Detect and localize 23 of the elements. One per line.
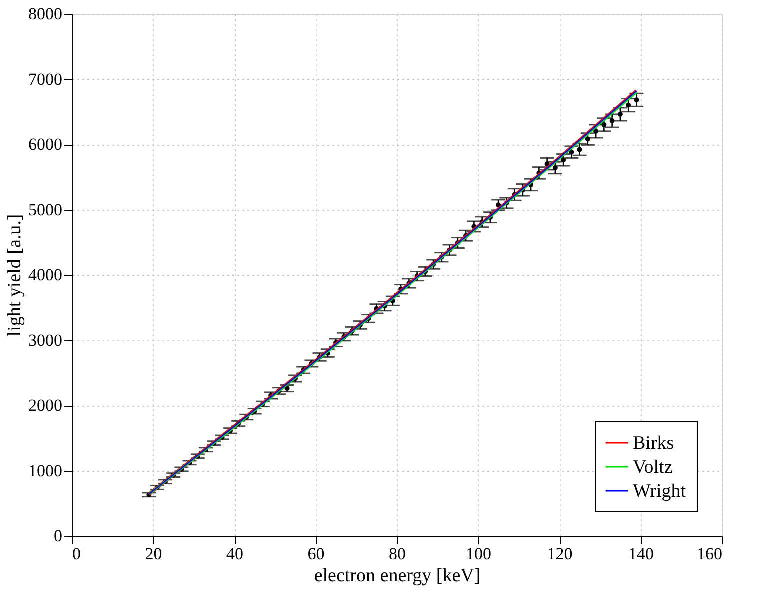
y-tick-label: 4000: [28, 266, 62, 284]
x-tick-label: 120: [547, 544, 573, 564]
legend-label: Voltz: [633, 457, 673, 478]
y-tick-label: 8000: [28, 4, 62, 24]
y-tick-label: 0: [54, 526, 62, 546]
y-tick-label: 3000: [28, 330, 62, 350]
x-axis-title: electron energy [keV]: [314, 566, 481, 586]
y-tick-label: 1000: [28, 461, 62, 480]
x-tick-label: 140: [628, 544, 654, 564]
x-tick-label: 40: [226, 544, 244, 564]
y-tick-label: 7000: [28, 70, 62, 89]
y-tick-label: 5000: [28, 200, 62, 220]
x-tick-label: 0: [72, 544, 81, 564]
x-tick-label: 160: [697, 544, 722, 564]
x-tick-label: 20: [145, 544, 162, 564]
legend-label: Birks: [633, 433, 674, 454]
legend-label: Wright: [633, 481, 687, 502]
x-tick-label: 100: [466, 544, 492, 564]
y-tick-label: 6000: [28, 135, 62, 154]
y-tick-label: 2000: [28, 396, 62, 415]
x-tick-label: 80: [389, 544, 406, 564]
y-axis-title: light yield [a.u.]: [4, 214, 26, 337]
x-tick-label: 60: [308, 544, 325, 564]
